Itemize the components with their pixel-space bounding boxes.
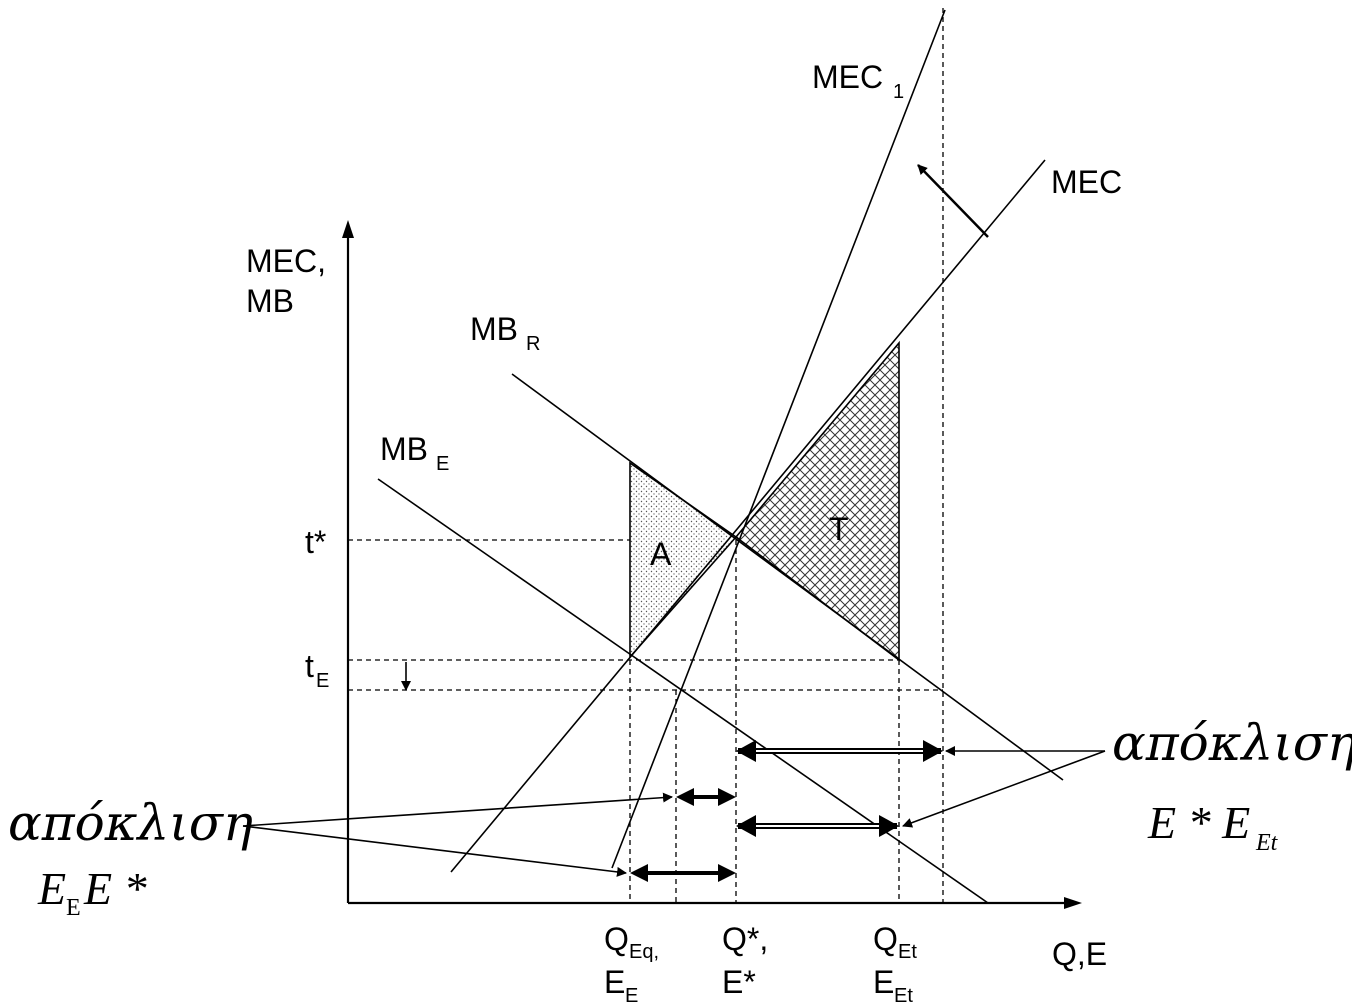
svg-text:E * E: E * E (1147, 797, 1250, 848)
svg-text:E: E (625, 985, 638, 1006)
svg-text:Et: Et (894, 985, 913, 1006)
svg-text:Et: Et (898, 941, 917, 963)
area-t-label: T (829, 511, 849, 547)
area-a (629, 461, 738, 660)
svg-text:Eq,: Eq, (629, 941, 659, 963)
mbe-label: MB E (380, 431, 449, 475)
deviation-arrow-left-top (676, 788, 736, 806)
svg-text:Q: Q (873, 921, 898, 957)
y-axis-arrowhead (342, 220, 354, 238)
left-pointer-bottom (242, 825, 627, 877)
mbr-curve (511, 373, 1064, 781)
svg-text:MEC: MEC (812, 59, 883, 95)
qeq-label: Q Eq, (604, 921, 659, 963)
right-deviation-word: απόκλιση (1112, 714, 1352, 772)
svg-text:E: E (316, 670, 329, 692)
x-axis-arrowhead (1064, 897, 1082, 909)
svg-text:1: 1 (893, 81, 904, 103)
mec-curve (450, 159, 1046, 873)
ee-label: E E (604, 964, 638, 1006)
svg-text:E: E (436, 453, 449, 475)
left-deviation-word: απόκλιση (8, 794, 253, 852)
svg-text:E: E (873, 964, 894, 1000)
qstar-label: Q*, (722, 921, 768, 957)
svg-text:MB: MB (380, 431, 428, 467)
y-axis-label-line1: MEC, (246, 243, 326, 279)
svg-text:MB: MB (470, 311, 518, 347)
mec1-curve (611, 9, 946, 869)
right-pointer-bottom (902, 750, 1106, 828)
mec-shift-arrow (917, 164, 989, 238)
t-star-label: t* (305, 524, 326, 560)
x-axis-label: Q,E (1052, 936, 1107, 972)
left-deviation-formula: E E E * (37, 863, 147, 921)
y-axis-label-line2: MB (246, 283, 294, 319)
svg-text:t: t (305, 648, 314, 684)
mbr-label: MB R (470, 311, 540, 355)
eet-label: E Et (873, 964, 913, 1006)
deviation-arrow-right-bottom (736, 815, 899, 837)
mec-label: MEC (1051, 164, 1122, 200)
deviation-arrow-right-top (736, 740, 943, 762)
svg-text:R: R (526, 333, 540, 355)
te-label: t E (305, 648, 329, 692)
estar-label: E* (722, 964, 756, 1000)
deviation-arrow-left-bottom (630, 864, 736, 882)
svg-text:E: E (604, 964, 625, 1000)
svg-text:E: E (37, 863, 66, 914)
svg-text:E *: E * (83, 863, 147, 914)
svg-text:Q: Q (604, 921, 629, 957)
right-deviation-formula: E * E Et (1147, 797, 1279, 856)
area-a-label: A (650, 536, 672, 572)
left-pointer-top (242, 792, 673, 827)
qet-label: Q Et (873, 921, 917, 963)
mec1-label: MEC 1 (812, 59, 904, 103)
svg-text:Et: Et (1255, 830, 1279, 856)
svg-text:E: E (66, 895, 81, 921)
